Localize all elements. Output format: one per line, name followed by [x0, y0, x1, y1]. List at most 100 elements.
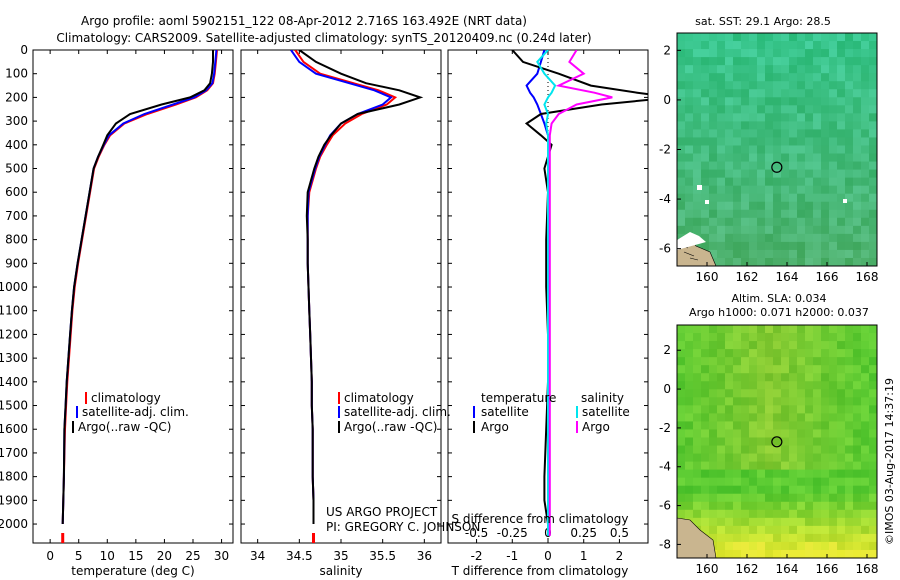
map-cell: [773, 41, 782, 50]
map-cell: [741, 73, 750, 82]
map-cell: [677, 217, 686, 227]
map-cell: [789, 517, 798, 527]
map-cell: [853, 81, 862, 90]
map-cell: [709, 341, 718, 350]
map-cell: [773, 241, 782, 251]
map-cell: [861, 145, 870, 154]
map-cell: [749, 129, 758, 138]
map-cell: [741, 397, 750, 406]
map-cell: [749, 57, 758, 66]
map-cell: [757, 445, 766, 454]
map-cell: [853, 153, 862, 162]
map-cell: [709, 153, 718, 162]
map-cell: [701, 49, 710, 58]
map-cell: [773, 217, 782, 227]
map-cell: [749, 33, 758, 42]
map-cell: [821, 429, 830, 438]
map-y-tick-label: 0: [663, 93, 671, 107]
map-cell: [717, 129, 726, 138]
map-cell: [717, 225, 726, 235]
map-cell: [853, 89, 862, 98]
sla-map-title-line2: Argo h1000: 0.071 h2000: 0.037: [689, 306, 869, 319]
map-cell: [797, 177, 806, 187]
map-cell: [693, 493, 702, 503]
map-cell: [845, 413, 854, 422]
map-cell: [717, 257, 726, 267]
map-cell: [869, 105, 878, 114]
map-cell: [837, 65, 846, 74]
map-cell: [741, 525, 750, 535]
map-cell: [741, 541, 750, 551]
map-cell: [765, 469, 774, 479]
map-cell: [797, 517, 806, 527]
map-cell: [677, 201, 686, 211]
map-cell: [853, 169, 862, 179]
map-cell: [693, 137, 702, 146]
map-cell: [869, 177, 878, 187]
map-cell: [701, 97, 710, 106]
map-cell: [725, 325, 734, 334]
map-cell: [781, 145, 790, 154]
map-cell: [741, 49, 750, 58]
map-cell: [725, 429, 734, 438]
map-cell: [869, 501, 878, 511]
map-cell: [861, 421, 870, 430]
map-cell: [709, 389, 718, 398]
map-cell: [765, 349, 774, 358]
map-cell: [709, 325, 718, 334]
map-cell: [717, 461, 726, 471]
depth-tick-label: 200: [5, 90, 28, 104]
map-cell: [781, 429, 790, 438]
map-cell: [869, 541, 878, 551]
map-cell: [685, 397, 694, 406]
map-cell: [757, 225, 766, 235]
map-cell: [861, 241, 870, 251]
map-cell: [709, 249, 718, 259]
map-cell: [797, 89, 806, 98]
map-cell: [869, 389, 878, 398]
map-cell: [757, 421, 766, 430]
map-cell: [797, 33, 806, 42]
map-cell: [677, 469, 686, 479]
map-cell: [861, 509, 870, 519]
map-cell: [685, 65, 694, 74]
map-cell: [869, 249, 878, 259]
map-cell: [789, 193, 798, 203]
map-cell: [861, 437, 870, 446]
map-cell: [781, 525, 790, 535]
map-cell: [797, 453, 806, 462]
map-cell: [869, 341, 878, 350]
map-cell: [773, 341, 782, 350]
map-cell: [749, 257, 758, 267]
map-cell: [685, 341, 694, 350]
map-cell: [813, 477, 822, 487]
map-cell: [797, 357, 806, 366]
map-cell: [749, 249, 758, 259]
map-cell: [845, 97, 854, 106]
map-cell: [685, 349, 694, 358]
map-cell: [805, 517, 814, 527]
map-cell: [749, 333, 758, 342]
map-cell: [773, 81, 782, 90]
map-cell: [773, 225, 782, 235]
map-cell: [717, 241, 726, 251]
map-cell: [829, 137, 838, 146]
map-cell: [749, 509, 758, 519]
map-cell: [869, 225, 878, 235]
map-cell: [717, 233, 726, 243]
map-cell: [789, 549, 798, 559]
map-cell: [685, 429, 694, 438]
x-tick-label: 34.5: [286, 549, 313, 563]
map-cell: [717, 381, 726, 390]
map-cell: [781, 65, 790, 74]
depth-tick-label: 700: [5, 209, 28, 223]
map-cell: [685, 389, 694, 398]
map-cell: [725, 57, 734, 66]
legend-label-s-satellite: satellite: [582, 405, 630, 419]
map-cell: [765, 381, 774, 390]
map-cell: [701, 89, 710, 98]
map-cell: [749, 209, 758, 219]
map-cell: [829, 129, 838, 138]
map-cell: [853, 57, 862, 66]
map-cell: [701, 33, 710, 42]
